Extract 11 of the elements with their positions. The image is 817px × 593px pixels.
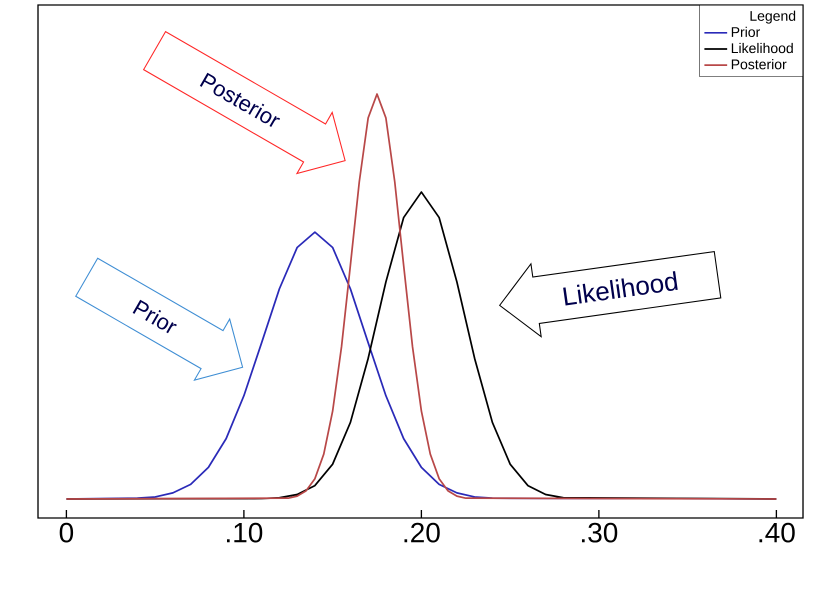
legend-label: Posterior <box>732 59 786 70</box>
x-tick-label: .30 <box>582 522 618 543</box>
annotation: Prior <box>132 300 177 334</box>
x-tick-label: .10 <box>226 522 262 543</box>
x-tick-label: .40 <box>759 522 795 543</box>
annotation: Likelihood <box>563 271 678 306</box>
legend-label: Prior <box>732 26 760 38</box>
legend-label: Likelihood <box>732 42 793 54</box>
x-tick-label: 0 <box>60 522 74 543</box>
legend-title: Legend <box>750 10 796 24</box>
x-tick-label: .20 <box>404 522 440 543</box>
